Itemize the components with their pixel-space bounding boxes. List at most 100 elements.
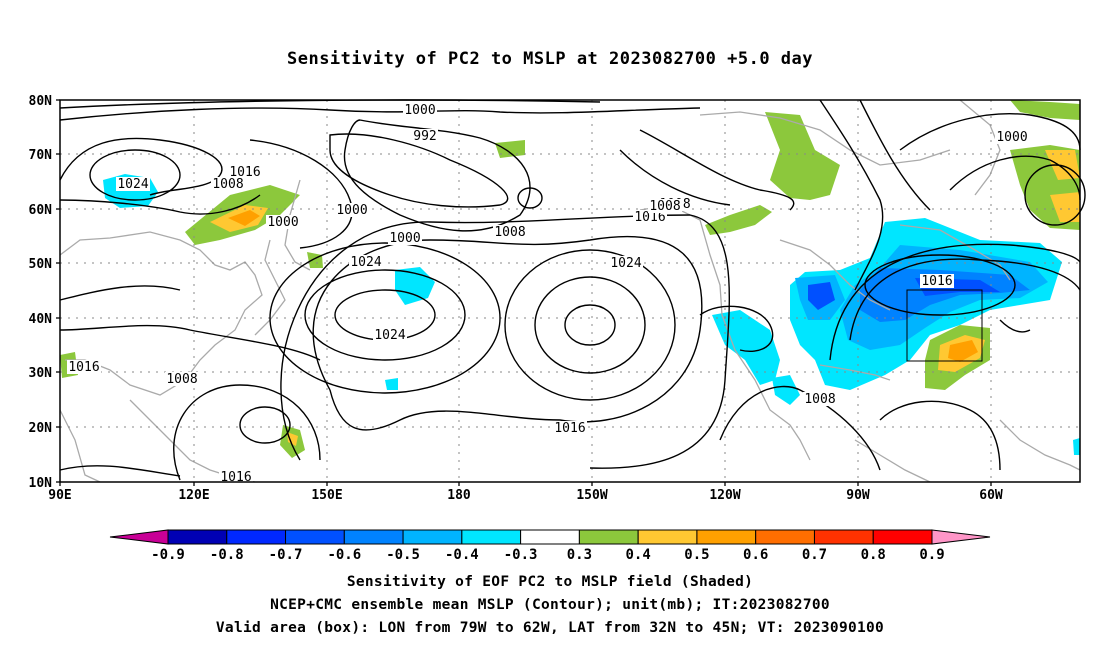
map-frame bbox=[59, 99, 1081, 483]
contour-label-bg bbox=[349, 255, 383, 269]
color-bar-segment bbox=[167, 529, 228, 545]
lat-label: 70N bbox=[29, 148, 53, 163]
color-bar-segment bbox=[461, 529, 522, 545]
positive-sensitivity-region bbox=[228, 210, 260, 226]
color-bar-tick-label: 0.3 bbox=[567, 547, 592, 563]
color-bar-segment bbox=[872, 529, 933, 545]
color-bar-segment bbox=[578, 529, 639, 545]
contour-label: 1016 bbox=[634, 210, 665, 225]
contour-label: 1016 bbox=[554, 421, 585, 436]
lon-label: 180 bbox=[447, 488, 471, 503]
contour-label-bg bbox=[412, 129, 438, 143]
color-bar bbox=[109, 529, 991, 545]
coastlines bbox=[59, 99, 1081, 483]
contour-label-bg bbox=[648, 199, 682, 213]
contour-label: 1000 bbox=[267, 215, 298, 230]
color-bar-tick-label: -0.7 bbox=[269, 547, 303, 563]
negative-sensitivity-region bbox=[1073, 438, 1080, 455]
contour-label: 1008 bbox=[212, 177, 243, 192]
lat-label: 60N bbox=[29, 203, 53, 218]
color-bar-tick-label: -0.5 bbox=[386, 547, 420, 563]
positive-sensitivity-region bbox=[287, 432, 298, 446]
contour-label: 1008 bbox=[804, 392, 835, 407]
lat-axis-labels: 80N 70N 60N 50N 40N 30N 20N 10N bbox=[29, 94, 53, 491]
lon-label: 60W bbox=[979, 488, 1003, 503]
axis-ticks bbox=[56, 99, 992, 486]
contour-label-bg bbox=[493, 225, 527, 239]
contour-label: 1024 bbox=[374, 328, 405, 343]
contour-label-bg bbox=[266, 215, 300, 229]
caption-line-1: Sensitivity of EOF PC2 to MSLP field (Sh… bbox=[346, 574, 754, 590]
negative-sensitivity-region bbox=[385, 378, 398, 390]
valid-area-box bbox=[906, 289, 983, 362]
color-bar-segment bbox=[285, 529, 345, 545]
negative-sensitivity-region bbox=[772, 375, 800, 405]
positive-sensitivity-region bbox=[495, 140, 525, 158]
contour-label-bg bbox=[995, 130, 1029, 144]
contour-label-bg bbox=[373, 328, 407, 342]
contour-label-bg bbox=[165, 372, 199, 386]
positive-sensitivity-region bbox=[1050, 192, 1080, 222]
contour-label: 1008 bbox=[166, 372, 197, 387]
contour-label: 1024 bbox=[117, 177, 148, 192]
lon-axis-labels: 90E 120E 150E 180 150W 120W 90W 60W bbox=[48, 488, 1003, 503]
contour-label: 1016 bbox=[68, 360, 99, 375]
contour-label-bg bbox=[553, 421, 587, 435]
contour-label: 1008 bbox=[494, 225, 525, 240]
contour-label-bg bbox=[211, 177, 245, 191]
contour-label-bg bbox=[920, 274, 954, 288]
color-bar-tick-label: 0.4 bbox=[626, 547, 651, 563]
positive-sensitivity-region bbox=[307, 252, 323, 268]
color-bar-tick-label: -0.8 bbox=[210, 547, 244, 563]
color-bar-tick-label: 0.7 bbox=[802, 547, 827, 563]
contour-label-bg bbox=[609, 256, 643, 270]
lat-label: 50N bbox=[29, 257, 53, 272]
contour-label-bg bbox=[803, 392, 837, 406]
lon-label: 150E bbox=[311, 488, 342, 503]
color-bar-tick-label: -0.3 bbox=[504, 547, 538, 563]
color-bar-tick-label: 0.6 bbox=[743, 547, 768, 563]
color-bar-min-arrow bbox=[109, 529, 169, 545]
lat-lon-grid bbox=[60, 100, 1080, 482]
color-bar-tick-label: 0.9 bbox=[919, 547, 944, 563]
color-bar-tick-label: -0.4 bbox=[445, 547, 479, 563]
color-bar-segment bbox=[402, 529, 463, 545]
caption-line-2: NCEP+CMC ensemble mean MSLP (Contour); u… bbox=[270, 597, 830, 613]
contour-label-bg bbox=[633, 210, 667, 224]
color-bar-tick-label: -0.6 bbox=[327, 547, 361, 563]
contour-label: 1008 bbox=[649, 199, 680, 214]
map-title: Sensitivity of PC2 to MSLP at 2023082700… bbox=[286, 49, 813, 69]
lon-label: 120E bbox=[178, 488, 209, 503]
caption-line-3: Valid area (box): LON from 79W to 62W, L… bbox=[215, 620, 885, 636]
color-bar-segment bbox=[755, 529, 815, 545]
color-bar-segment bbox=[637, 529, 698, 545]
negative-sensitivity-region bbox=[808, 282, 835, 310]
color-bar-tick-label: -0.9 bbox=[151, 547, 185, 563]
color-bar-segment bbox=[226, 529, 287, 545]
contour-label: 1016 bbox=[229, 165, 260, 180]
color-bar-segment bbox=[813, 529, 874, 545]
lat-label: 80N bbox=[29, 94, 53, 109]
color-bar-segment bbox=[520, 529, 580, 545]
contour-label-bg bbox=[403, 103, 437, 117]
color-bar-segment bbox=[343, 529, 404, 545]
contour-label: 1024 bbox=[610, 256, 641, 271]
contour-label-bg bbox=[67, 360, 101, 374]
contour-label-bg bbox=[228, 165, 262, 179]
contour-label: 1000 bbox=[389, 231, 420, 246]
contour-label: 1024 bbox=[350, 255, 381, 270]
negative-sensitivity-region bbox=[860, 268, 1030, 322]
contour-label: 1016 bbox=[921, 274, 952, 289]
contour-label: 1000 bbox=[404, 103, 435, 118]
lon-label: 90W bbox=[846, 488, 870, 503]
lon-label: 120W bbox=[709, 488, 740, 503]
lat-label: 40N bbox=[29, 312, 53, 327]
lon-label: 150W bbox=[576, 488, 607, 503]
contour-label: 992 bbox=[413, 129, 436, 144]
color-bar-max-arrow bbox=[931, 529, 991, 545]
contour-label-bg bbox=[116, 177, 150, 191]
contour-label: 1000 bbox=[996, 130, 1027, 145]
positive-sensitivity-region bbox=[1010, 100, 1080, 120]
positive-sensitivity-region bbox=[1045, 150, 1080, 180]
